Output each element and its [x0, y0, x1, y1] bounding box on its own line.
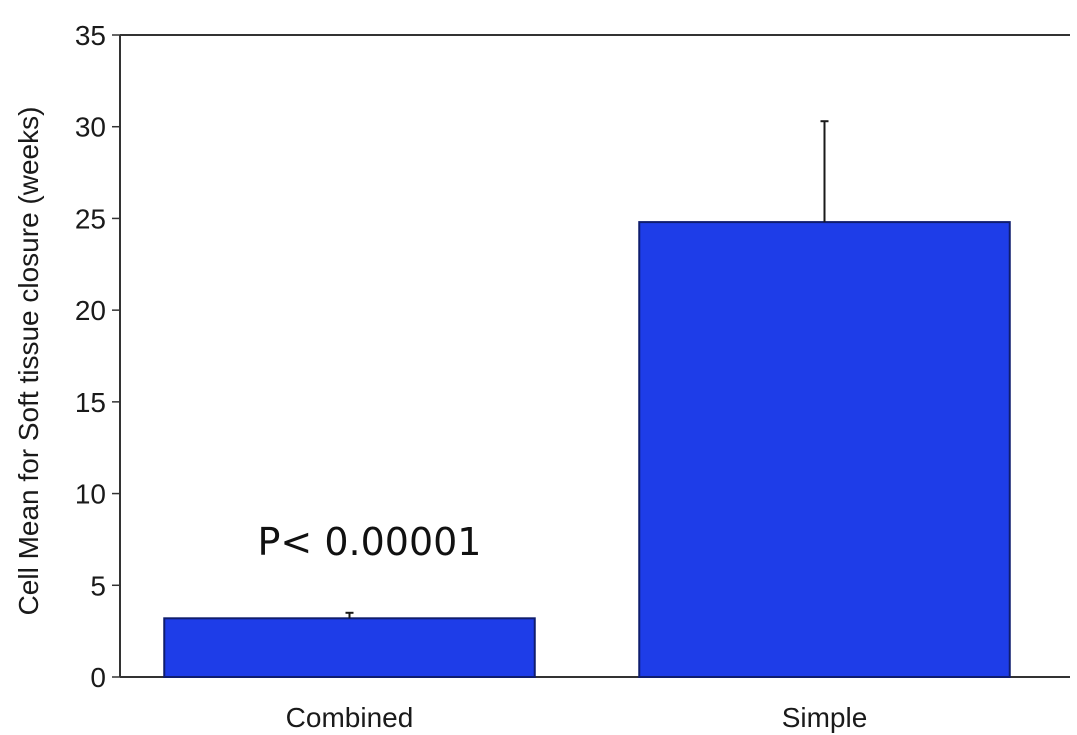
y-tick-label: 15 — [75, 387, 106, 418]
y-tick-label: 30 — [75, 112, 106, 143]
y-tick-label: 35 — [75, 20, 106, 51]
p-value-annotation: P< 0.00001 — [258, 520, 482, 564]
x-tick-label-simple: Simple — [782, 702, 868, 733]
y-tick-label: 10 — [75, 479, 106, 510]
y-ticks: 0 5 10 15 20 25 30 35 — [75, 20, 120, 693]
y-tick-label: 25 — [75, 203, 106, 234]
bar-combined — [163, 617, 536, 678]
y-tick-label: 0 — [90, 662, 106, 693]
x-tick-labels: Combined Simple — [286, 702, 868, 733]
y-tick-label: 5 — [90, 570, 106, 601]
y-axis-label: Cell Mean for Soft tissue closure (weeks… — [13, 107, 44, 616]
x-tick-label-combined: Combined — [286, 702, 414, 733]
error-bars — [345, 120, 829, 619]
bar-simple — [638, 221, 1011, 678]
y-tick-label: 20 — [75, 295, 106, 326]
bars — [163, 221, 1011, 678]
